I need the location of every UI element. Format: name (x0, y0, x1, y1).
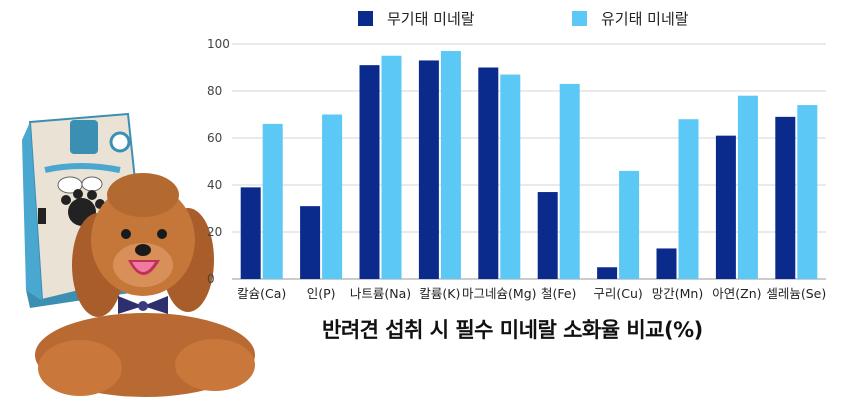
bar-organic (559, 83, 580, 279)
x-tick-label: 아연(Zn) (712, 286, 761, 301)
bar-inorganic (418, 60, 439, 280)
x-tick-label: 철(Fe) (541, 286, 576, 301)
y-tick-label: 60 (207, 131, 222, 145)
y-tick-label: 20 (207, 225, 222, 239)
x-tick-label: 인(P) (307, 286, 336, 301)
x-tick-label: 망간(Mn) (652, 286, 703, 301)
bars (240, 51, 818, 280)
bar-inorganic (537, 192, 558, 279)
bar-inorganic (240, 187, 261, 279)
bar-organic (678, 119, 699, 279)
gridlines (232, 43, 826, 280)
x-tick-label: 나트륨(Na) (350, 286, 411, 301)
y-tick-label: 80 (207, 84, 222, 98)
legend-label-organic: 유기태 미네랄 (601, 10, 689, 28)
y-tick-label: 0 (207, 272, 215, 286)
bar-organic (619, 170, 640, 279)
y-tick-label: 100 (207, 37, 230, 51)
legend-label-inorganic: 무기태 미네랄 (387, 10, 475, 28)
bar-organic (322, 114, 343, 279)
legend-item-inorganic: 무기태 미네랄 (358, 8, 475, 29)
bar-inorganic (656, 248, 677, 279)
bar-organic (500, 74, 521, 279)
x-tick-label: 칼륨(K) (419, 286, 460, 301)
bar-inorganic (359, 65, 380, 280)
x-axis-labels: 칼슘(Ca) 인(P) 나트륨(Na) 칼륨(K) 마그네슘(Mg) 철(Fe) 구리(Cu… (237, 286, 826, 301)
bar-inorganic (300, 206, 321, 279)
x-tick-label: 마그네슘(Mg) (462, 286, 536, 301)
chart-title: 반려견 섭취 시 필수 미네랄 소화율 비교(%) (322, 318, 703, 342)
bar-inorganic (715, 135, 736, 279)
x-tick-label: 셀레늄(Se) (766, 286, 826, 301)
y-axis-ticks: 0 20 40 60 80 100 (207, 37, 230, 286)
x-tick-label: 구리(Cu) (593, 286, 642, 301)
y-tick-label: 40 (207, 178, 222, 192)
legend-item-organic: 유기태 미네랄 (572, 8, 689, 29)
bar-organic (737, 95, 758, 279)
bar-organic (262, 123, 283, 280)
x-tick-label: 칼슘(Ca) (237, 286, 286, 301)
dog-food-illustration (22, 112, 255, 397)
bar-inorganic (597, 267, 618, 279)
bar-organic (440, 51, 461, 279)
bar-organic (797, 105, 818, 279)
bar-organic (381, 55, 402, 279)
bar-inorganic (775, 116, 796, 279)
legend-swatch-organic (572, 11, 587, 26)
legend-swatch-inorganic (358, 11, 373, 26)
poodle-dog-icon (35, 173, 255, 397)
bar-inorganic (478, 67, 499, 279)
